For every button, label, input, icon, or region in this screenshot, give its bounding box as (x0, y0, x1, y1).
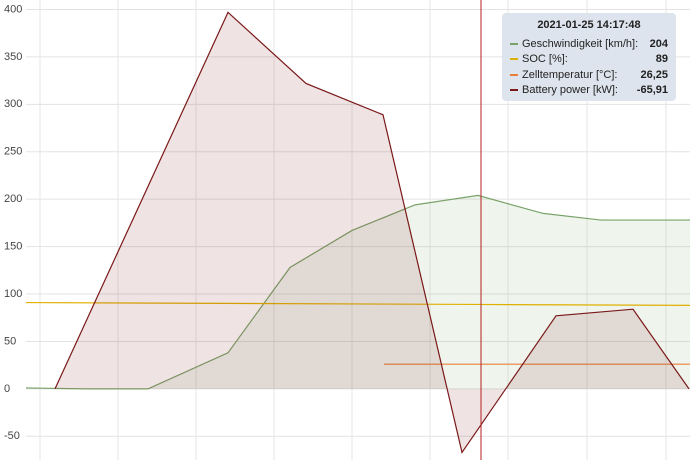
tooltip: 2021-01-25 14:17:48 Geschwindigkeit [km/… (502, 13, 676, 101)
tooltip-title: 2021-01-25 14:17:48 (537, 19, 641, 31)
y-tick-label: 350 (4, 51, 22, 63)
tooltip-row: Geschwindigkeit [km/h]: 204 (502, 36, 676, 52)
tooltip-row: SOC [%]: 89 (502, 52, 676, 68)
legend-label: Zelltemperatur [°C]: (522, 68, 618, 81)
y-tick-label: -50 (4, 430, 20, 442)
y-tick-label: 0 (4, 383, 10, 395)
tooltip-value: 89 (655, 53, 668, 66)
y-tick-label: 150 (4, 241, 22, 253)
legend-swatch (510, 73, 518, 76)
line (25, 301, 690, 307)
legend-label: Geschwindigkeit [km/h]: (522, 37, 639, 50)
y-tick-label: 400 (4, 3, 22, 15)
y-tick-label: 300 (4, 98, 22, 110)
y-tick-label: 250 (4, 146, 22, 158)
legend-swatch (510, 42, 518, 45)
legend-swatch (510, 89, 518, 92)
legend-label: Battery power [kW]: (522, 84, 618, 97)
y-tick-label: 100 (4, 288, 22, 300)
legend-label: SOC [%]: (522, 53, 568, 66)
line (54, 11, 690, 454)
tooltip-value: 204 (649, 37, 668, 50)
line (25, 194, 690, 390)
y-tick-label: 50 (4, 335, 16, 347)
y-tick-label: 200 (4, 193, 22, 205)
tooltip-value: 26,25 (640, 68, 668, 81)
tooltip-row: Zelltemperatur [°C]: 26,25 (502, 67, 676, 83)
area (26, 195, 690, 389)
area (55, 12, 689, 453)
tooltip-row: Battery power [kW]: -65,91 (502, 83, 676, 99)
legend-swatch (510, 58, 518, 61)
tooltip-value: -65,91 (636, 84, 668, 97)
